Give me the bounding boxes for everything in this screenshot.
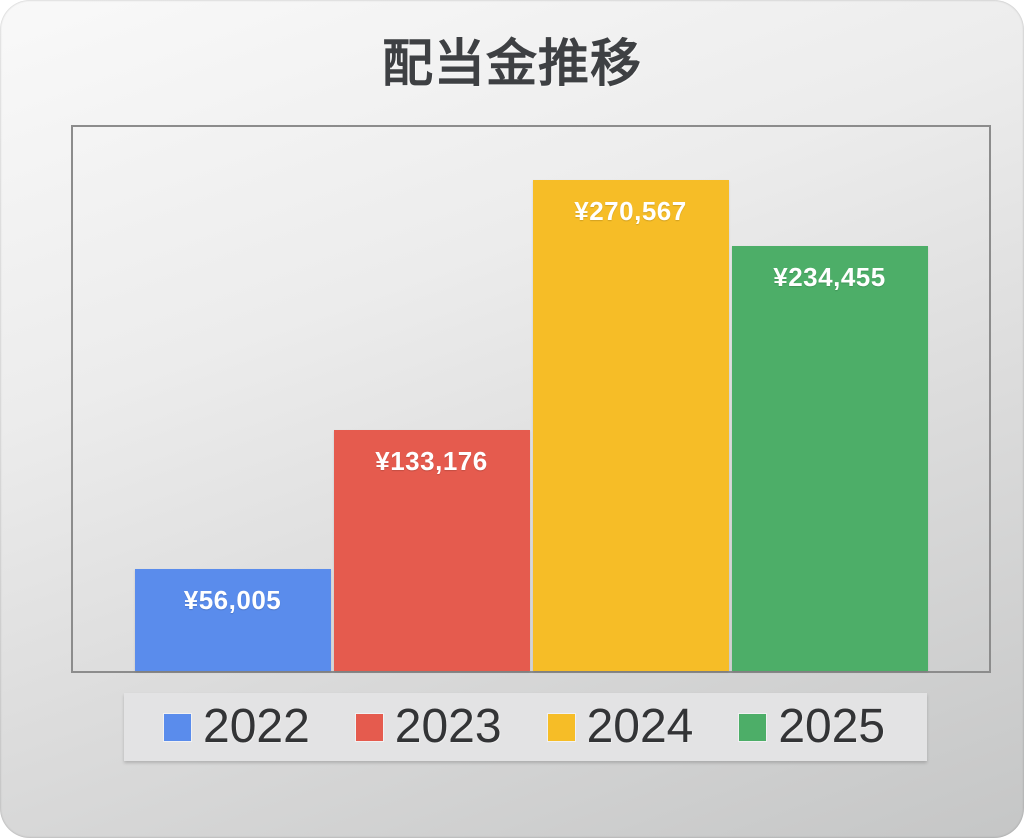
bar-2023: ¥133,176 — [333, 429, 530, 671]
legend-label-2025: 2025 — [778, 700, 886, 753]
legend-swatch-2024-icon — [547, 713, 575, 741]
legend-label-2022: 2022 — [203, 700, 310, 753]
bar-value-label-2025: ¥234,455 — [773, 261, 886, 292]
chart-legend: 2022 2023 2024 2025 — [124, 693, 927, 761]
legend-item-2025: 2025 — [739, 703, 885, 751]
legend-swatch-2022-icon — [164, 713, 191, 741]
bar-value-label-2023: ¥133,176 — [375, 445, 488, 476]
bar-value-label-2022: ¥56,005 — [183, 585, 282, 616]
bar-2025: ¥234,455 — [731, 245, 928, 671]
plot-area: ¥56,005 ¥133,176 ¥270,567 ¥234,455 — [71, 125, 991, 673]
legend-swatch-2025-icon — [739, 713, 767, 741]
bar-group: ¥56,005 ¥133,176 ¥270,567 ¥234,455 — [73, 127, 989, 671]
chart-title: 配当金推移 — [381, 35, 642, 92]
legend-label-2024: 2024 — [586, 700, 694, 753]
legend-label-2023: 2023 — [394, 700, 502, 753]
bar-2022: ¥56,005 — [134, 569, 331, 671]
legend-item-2023: 2023 — [355, 700, 502, 753]
legend-item-2022: 2022 — [164, 703, 310, 751]
bar-value-label-2024: ¥270,567 — [574, 196, 687, 227]
legend-swatch-2023-icon — [355, 713, 383, 741]
bar-2024: ¥270,567 — [532, 180, 729, 671]
legend-item-2024: 2024 — [547, 700, 694, 753]
